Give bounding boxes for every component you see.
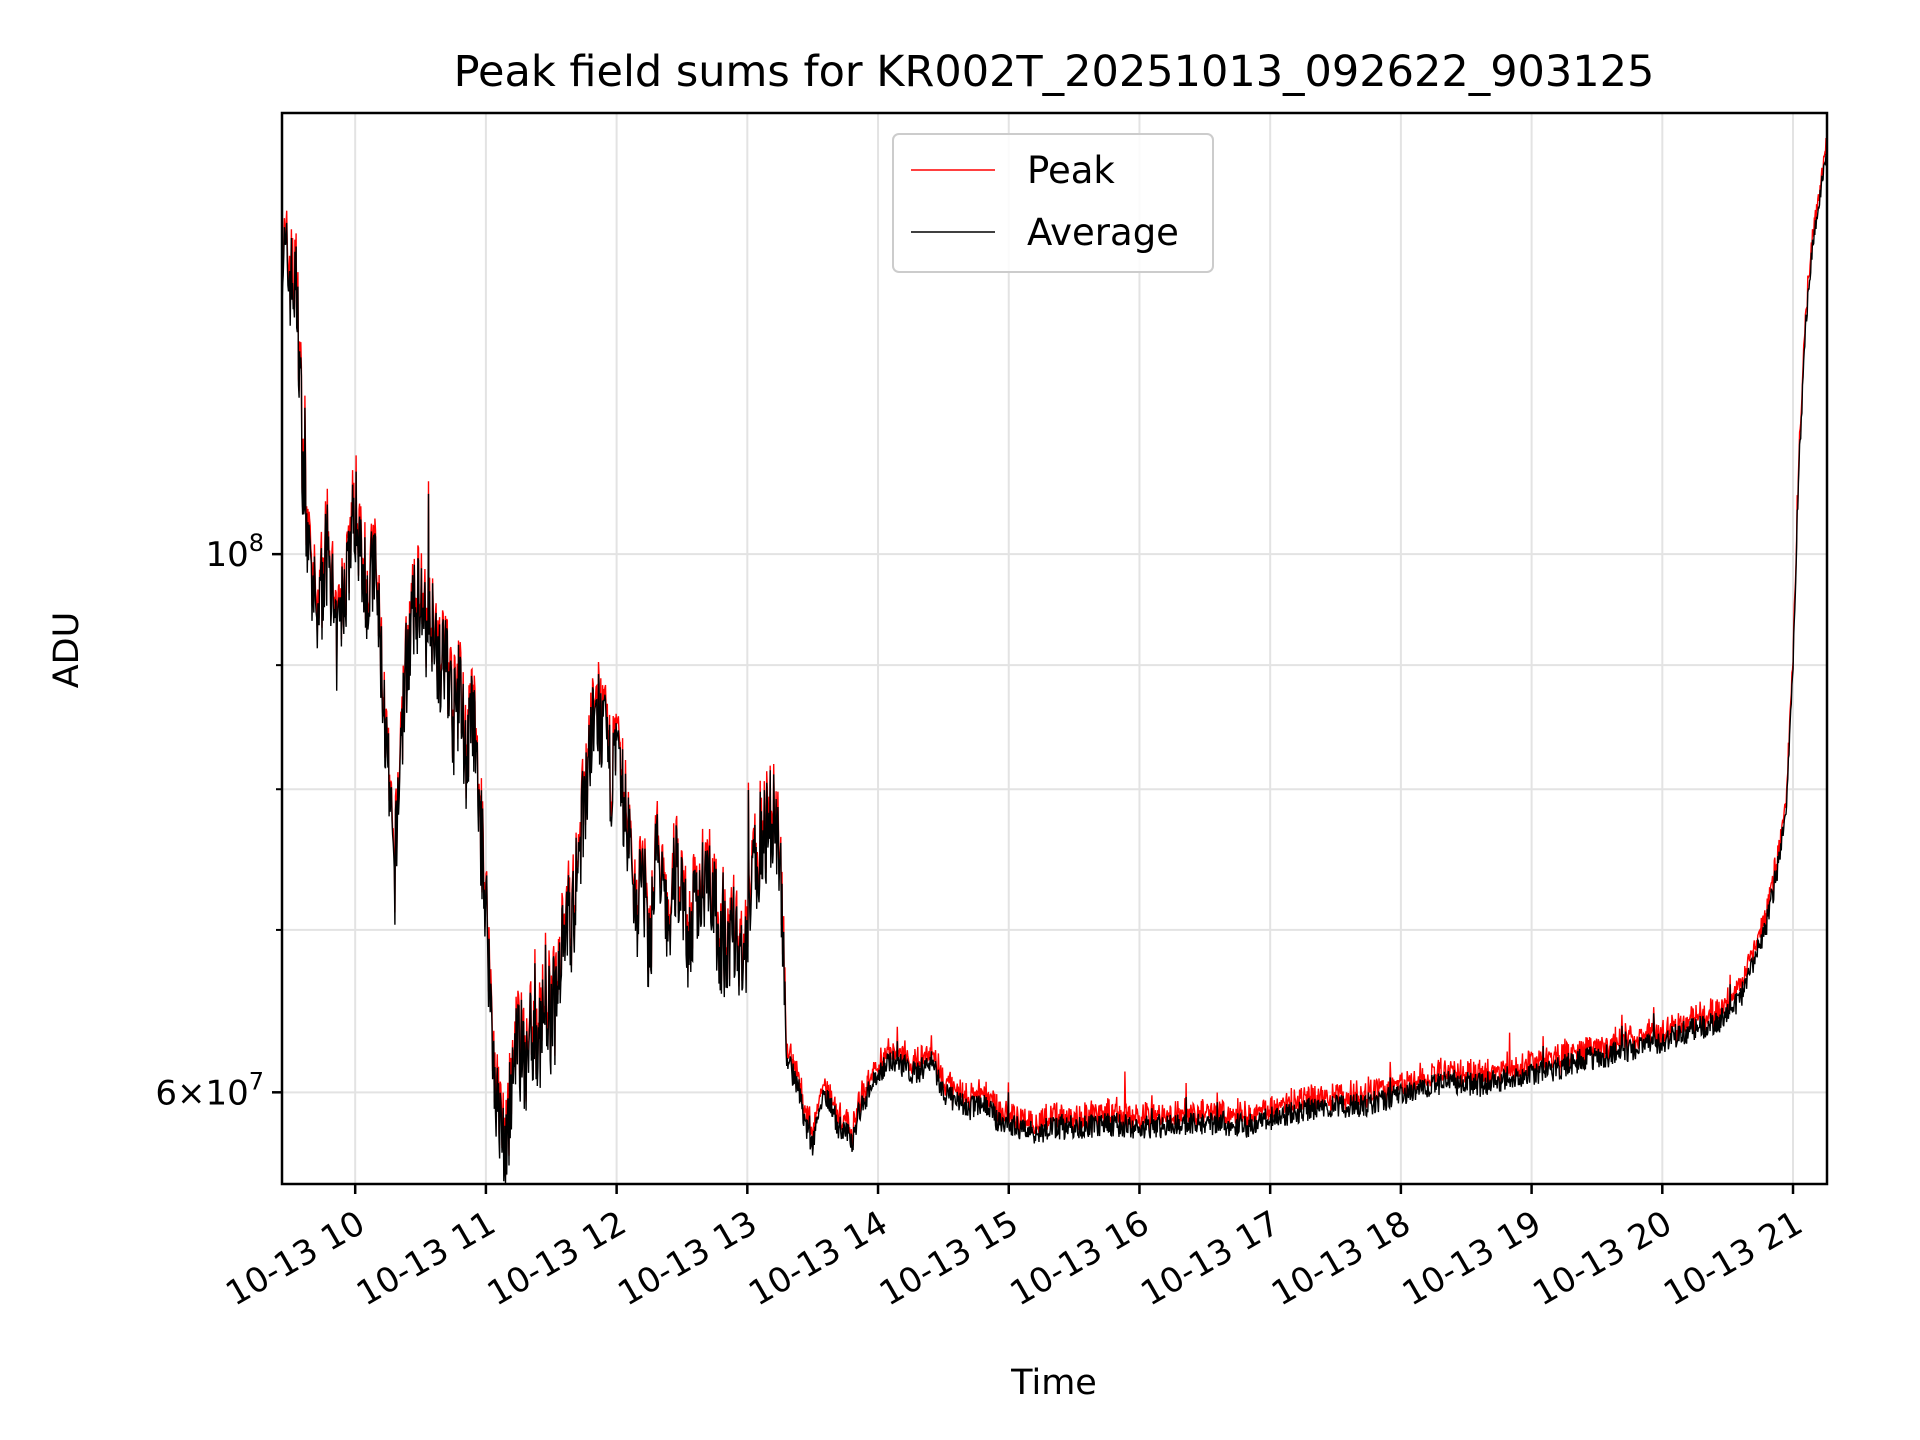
y-tick-label: 6×107 <box>155 1067 264 1113</box>
chart-title: Peak field sums for KR002T_20251013_0926… <box>454 47 1655 97</box>
legend[interactable]: Peak Average <box>892 133 1214 273</box>
y-tick-mant: 10 <box>205 1073 248 1113</box>
legend-label-peak: Peak <box>1027 149 1115 192</box>
y-tick-mant: 10 <box>205 535 248 575</box>
y-tick-sep: × <box>177 1073 206 1113</box>
y-tick-base: 6 <box>155 1073 177 1113</box>
y-tick-exp: 8 <box>249 529 264 557</box>
plot-frame <box>280 111 1829 1186</box>
legend-box <box>892 133 1214 273</box>
y-axis-label: ADU <box>47 612 87 689</box>
y-tick-exp: 7 <box>249 1067 264 1095</box>
y-tick-label: 108 <box>205 529 264 575</box>
series-line-average <box>281 154 1828 1185</box>
grid <box>282 113 1827 1184</box>
x-axis-label: Time <box>1010 1363 1097 1403</box>
legend-label-average: Average <box>1027 211 1179 254</box>
series-layer <box>281 137 1828 1185</box>
